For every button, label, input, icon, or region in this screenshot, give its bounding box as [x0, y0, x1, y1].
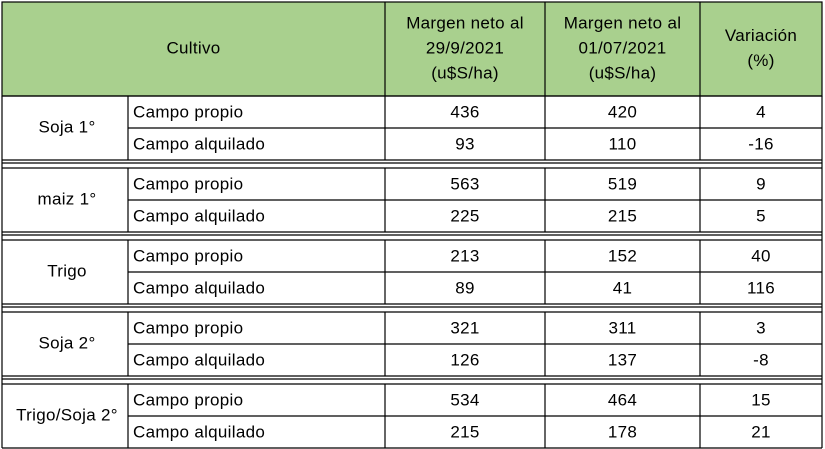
crop-label: Soja 1° — [38, 117, 95, 136]
row-label: Campo propio — [133, 246, 243, 265]
cell-value: 215 — [608, 206, 637, 225]
header-margin-a: 29/9/2021 — [426, 38, 504, 57]
cell-value: 15 — [751, 390, 771, 409]
cell-value: 534 — [450, 390, 479, 409]
header-margin-a: Margen neto al — [406, 13, 524, 32]
row-label: Campo propio — [133, 318, 243, 337]
cell-value: 137 — [608, 350, 637, 369]
header-variation: Variación — [725, 26, 797, 45]
cell-value: 321 — [450, 318, 479, 337]
header-margin-b: Margen neto al — [564, 13, 682, 32]
cell-value: 213 — [450, 246, 479, 265]
header-background — [1, 1, 823, 97]
row-label: Campo alquilado — [133, 422, 265, 441]
cell-value: -16 — [748, 134, 773, 153]
cell-value: 126 — [450, 350, 479, 369]
row-label: Campo alquilado — [133, 134, 265, 153]
cell-value: 116 — [747, 278, 775, 297]
cell-value: 152 — [608, 246, 637, 265]
row-label: Campo propio — [133, 102, 243, 121]
cell-value: 178 — [608, 422, 637, 441]
cell-value: 5 — [756, 206, 766, 225]
cell-value: 215 — [450, 422, 479, 441]
cell-value: -8 — [753, 350, 769, 369]
crop-label: Trigo/Soja 2° — [16, 405, 118, 424]
cell-value: 225 — [450, 206, 479, 225]
row-label: Campo propio — [133, 390, 243, 409]
row-label: Campo propio — [133, 174, 243, 193]
cell-value: 311 — [608, 318, 636, 337]
crop-label: Soja 2° — [38, 333, 95, 352]
cell-value: 519 — [608, 174, 637, 193]
cell-value: 464 — [608, 390, 637, 409]
cell-value: 436 — [450, 102, 479, 121]
header-cultivo: Cultivo — [166, 38, 220, 57]
crop-label: Trigo — [47, 261, 87, 280]
cell-value: 89 — [455, 278, 475, 297]
header-margin-b: 01/07/2021 — [578, 38, 666, 57]
header-variation: (%) — [747, 51, 774, 70]
cell-value: 41 — [613, 278, 633, 297]
row-label: Campo alquilado — [133, 206, 265, 225]
crop-label: maiz 1° — [38, 189, 97, 208]
cell-value: 420 — [608, 102, 637, 121]
cell-value: 563 — [450, 174, 479, 193]
header-margin-a: (u$S/ha) — [431, 63, 499, 82]
cell-value: 3 — [756, 318, 766, 337]
cell-value: 93 — [455, 134, 475, 153]
cell-value: 9 — [756, 174, 766, 193]
cell-value: 110 — [608, 134, 636, 153]
cell-value: 21 — [751, 422, 771, 441]
cell-value: 40 — [751, 246, 771, 265]
row-label: Campo alquilado — [133, 350, 265, 369]
header-margin-b: (u$S/ha) — [589, 63, 657, 82]
row-label: Campo alquilado — [133, 278, 265, 297]
cell-value: 4 — [756, 102, 766, 121]
